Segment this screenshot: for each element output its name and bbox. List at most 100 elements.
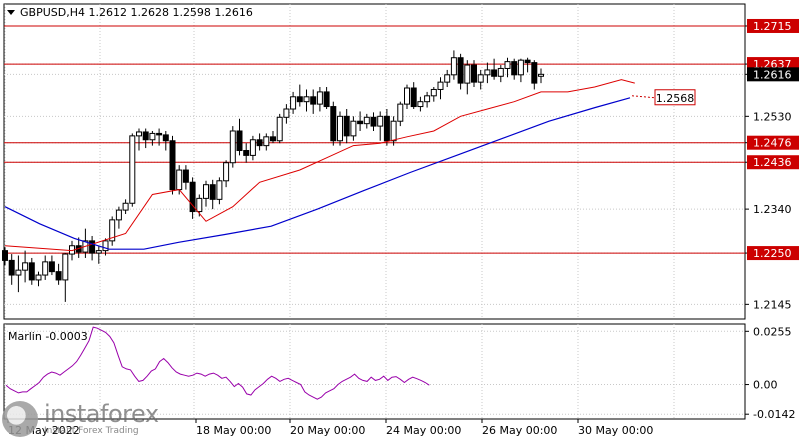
candle[interactable] — [263, 133, 270, 151]
candle[interactable] — [129, 133, 136, 207]
candle[interactable] — [42, 255, 49, 280]
candle[interactable] — [437, 77, 444, 100]
candle[interactable] — [450, 50, 457, 80]
candle[interactable] — [484, 62, 491, 84]
candle[interactable] — [471, 60, 477, 88]
candle[interactable] — [169, 135, 176, 195]
candle[interactable] — [189, 177, 196, 219]
candle[interactable] — [223, 160, 230, 188]
candle[interactable] — [229, 126, 236, 168]
candle-body-bull — [15, 269, 22, 276]
indicator-panel[interactable] — [3, 323, 746, 420]
candle[interactable] — [8, 254, 15, 285]
candle[interactable] — [377, 111, 384, 141]
candle[interactable] — [538, 68, 544, 84]
candle[interactable] — [497, 65, 504, 83]
candle[interactable] — [162, 130, 169, 151]
indicator-label: Marlin -0.0003 — [8, 330, 88, 343]
candle[interactable] — [122, 199, 129, 214]
x-tick-label: 18 May 00:00 — [196, 424, 271, 437]
candle[interactable] — [424, 91, 431, 108]
candle[interactable] — [310, 89, 317, 114]
candle[interactable] — [89, 235, 96, 261]
candle-body-bear — [531, 62, 538, 84]
candle[interactable] — [410, 82, 417, 109]
candle[interactable] — [48, 255, 55, 276]
candle[interactable] — [457, 53, 464, 90]
candle[interactable] — [216, 177, 223, 205]
candle[interactable] — [290, 91, 297, 114]
candle[interactable] — [517, 58, 524, 83]
candle[interactable] — [350, 116, 357, 141]
candle[interactable] — [417, 96, 424, 112]
candle[interactable] — [491, 58, 498, 80]
candle[interactable] — [156, 128, 163, 146]
candle-body-bull — [497, 67, 504, 77]
candle[interactable] — [370, 112, 377, 131]
candle[interactable] — [236, 118, 243, 156]
candle[interactable] — [363, 113, 370, 129]
candle[interactable] — [430, 87, 437, 102]
candle[interactable] — [35, 271, 42, 287]
candle[interactable] — [136, 128, 142, 151]
candle-body-bear — [310, 96, 317, 105]
candle[interactable] — [337, 111, 343, 146]
candle[interactable] — [62, 253, 69, 302]
candle-body-bull — [176, 169, 183, 191]
candle[interactable] — [115, 206, 122, 229]
candle[interactable] — [256, 133, 263, 151]
candle[interactable] — [182, 165, 189, 190]
candle[interactable] — [22, 250, 29, 283]
candle[interactable] — [249, 135, 256, 161]
candle[interactable] — [323, 87, 330, 109]
candle[interactable] — [303, 89, 310, 112]
candle[interactable] — [102, 238, 109, 256]
marlin-oscillator-line[interactable] — [5, 326, 430, 400]
candle-body-bear — [48, 261, 55, 273]
candle[interactable] — [283, 104, 290, 124]
candle[interactable] — [531, 60, 538, 90]
candle[interactable] — [524, 57, 531, 73]
y-tick-label: 1.2616 — [753, 68, 792, 81]
candle[interactable] — [511, 58, 518, 80]
candle-body-bull — [504, 61, 511, 69]
y-tick-label: 1.2340 — [753, 203, 792, 216]
candle[interactable] — [357, 111, 364, 131]
red-moving-average[interactable] — [4, 79, 635, 252]
candle[interactable] — [243, 143, 250, 163]
blue-moving-average[interactable] — [4, 97, 631, 250]
candle[interactable] — [149, 130, 156, 146]
candle[interactable] — [142, 128, 149, 149]
candle[interactable] — [2, 247, 8, 266]
candle-body-bull — [223, 162, 230, 182]
candle[interactable] — [383, 109, 390, 146]
main-chart-panel[interactable] — [3, 3, 746, 320]
candle[interactable] — [270, 130, 276, 144]
candle[interactable] — [464, 60, 471, 95]
chart-menu-triangle-icon[interactable] — [7, 10, 15, 15]
candle[interactable] — [397, 101, 404, 127]
candle[interactable] — [55, 263, 62, 285]
candle[interactable] — [296, 84, 303, 107]
candle[interactable] — [343, 109, 350, 144]
level-price-marker — [747, 155, 799, 170]
candle[interactable] — [28, 257, 35, 285]
candle-body-bear — [491, 69, 498, 77]
candle[interactable] — [444, 69, 451, 88]
candle-body-bull — [102, 240, 109, 252]
candle[interactable] — [95, 245, 102, 264]
candle[interactable] — [15, 255, 22, 293]
candle[interactable] — [504, 57, 511, 78]
candle[interactable] — [330, 101, 337, 146]
candle[interactable] — [477, 69, 484, 90]
candle-body-bull — [290, 96, 297, 110]
candle[interactable] — [390, 116, 397, 146]
candle[interactable] — [203, 180, 209, 207]
candle[interactable] — [316, 87, 323, 112]
candle[interactable] — [404, 84, 410, 109]
candle[interactable] — [276, 113, 283, 144]
candle[interactable] — [209, 179, 216, 210]
candle-body-bear — [270, 136, 276, 142]
candle[interactable] — [109, 216, 116, 246]
